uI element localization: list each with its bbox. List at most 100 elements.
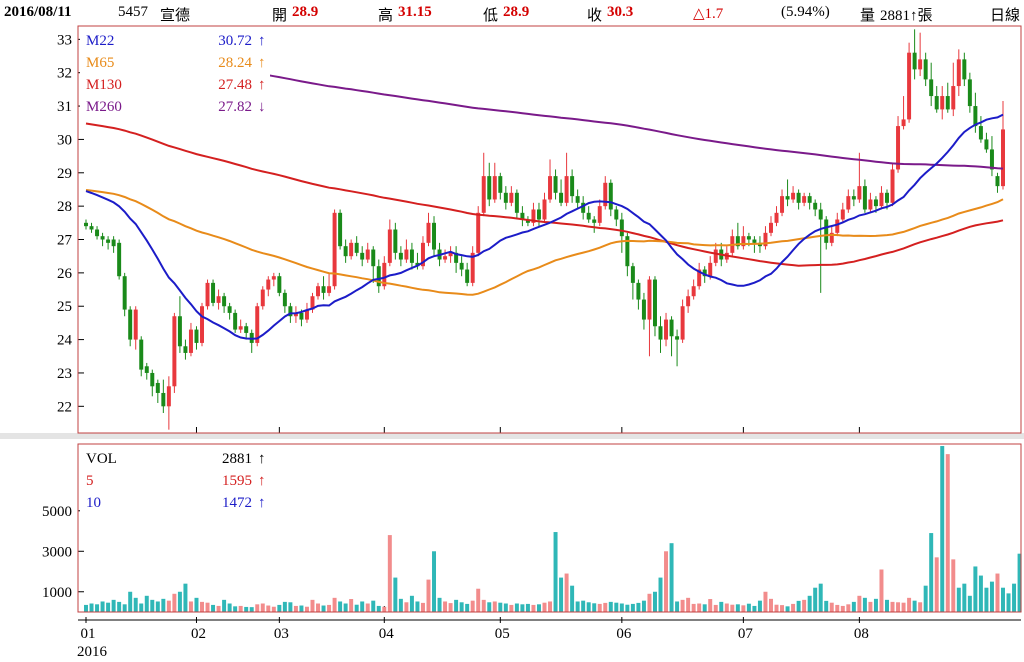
volume-bar bbox=[487, 602, 492, 612]
candle-body bbox=[531, 209, 536, 223]
volume-bar bbox=[349, 599, 354, 612]
candle-body bbox=[763, 232, 768, 247]
candle-body bbox=[354, 242, 359, 253]
candle-body bbox=[592, 219, 597, 223]
candle-body bbox=[84, 222, 88, 227]
low-value: 28.9 bbox=[503, 4, 530, 20]
legend-name: M130 bbox=[86, 77, 122, 93]
volume-bar bbox=[332, 597, 337, 612]
candle-body bbox=[907, 52, 912, 120]
volume-bar bbox=[824, 600, 829, 612]
volume-bar bbox=[376, 605, 381, 612]
volume-bar bbox=[857, 595, 862, 612]
candle-body bbox=[404, 249, 409, 260]
candle-body bbox=[780, 196, 785, 213]
volume-bar bbox=[719, 601, 724, 612]
candle-body bbox=[564, 176, 569, 203]
candle-body bbox=[321, 286, 326, 293]
volume-bar bbox=[697, 603, 702, 612]
volume-bar bbox=[846, 604, 851, 612]
volume-bar bbox=[166, 600, 171, 612]
volume-bar bbox=[84, 604, 88, 612]
volume-bar bbox=[851, 601, 856, 612]
candle-body bbox=[271, 276, 276, 280]
volume-bar bbox=[901, 602, 906, 612]
candle-body bbox=[962, 59, 967, 80]
price-ytick-label: 27 bbox=[57, 233, 73, 249]
price-ytick-label: 28 bbox=[57, 199, 72, 215]
volume-bar bbox=[139, 603, 144, 612]
volume-bar bbox=[575, 601, 580, 612]
candle-body bbox=[824, 219, 829, 243]
candle-body bbox=[349, 242, 354, 257]
volume-bar bbox=[564, 573, 569, 612]
candle-body bbox=[166, 386, 171, 407]
candle-body bbox=[967, 79, 972, 107]
volume-bar bbox=[448, 603, 453, 612]
volume-bar bbox=[984, 587, 989, 612]
volume-bar bbox=[233, 606, 238, 612]
volume-bar bbox=[465, 603, 470, 612]
volume-bar bbox=[216, 605, 221, 612]
candle-body bbox=[912, 52, 917, 70]
volume-bar bbox=[724, 603, 729, 612]
volume-bar bbox=[603, 602, 608, 612]
price-ytick-label: 32 bbox=[57, 66, 72, 82]
candle-body bbox=[741, 236, 746, 247]
volume-ytick-label: 5000 bbox=[42, 504, 72, 520]
candle-body bbox=[879, 192, 884, 207]
candle-body bbox=[829, 232, 834, 243]
volume-bar bbox=[155, 601, 160, 612]
volume-legend: VOL 2881 ↑ 5 1595 ↑ 10 1472 ↑ bbox=[80, 447, 270, 517]
candle-body bbox=[459, 262, 464, 270]
candle-body bbox=[575, 196, 580, 203]
volume-bar bbox=[951, 559, 956, 612]
volume-bar bbox=[923, 585, 928, 612]
price-ytick-label: 29 bbox=[57, 166, 72, 182]
candle-body bbox=[774, 212, 779, 223]
volume-bar bbox=[757, 600, 762, 612]
candle-body bbox=[945, 96, 950, 110]
candle-body bbox=[995, 176, 1000, 187]
candle-body bbox=[603, 182, 608, 207]
candle-body bbox=[183, 346, 188, 353]
volume-bar bbox=[211, 604, 216, 612]
candle-body bbox=[669, 319, 674, 337]
candle-body bbox=[106, 239, 111, 243]
volume-bar bbox=[592, 603, 597, 612]
volume-bar bbox=[570, 585, 575, 612]
volume-bar bbox=[967, 595, 972, 612]
candle-body bbox=[155, 382, 160, 393]
legend-arrow: ↑ bbox=[258, 473, 266, 489]
candle-body bbox=[520, 212, 525, 220]
volume-bar bbox=[1017, 553, 1022, 612]
volume-bar bbox=[862, 597, 867, 612]
candle-body bbox=[708, 262, 713, 277]
candle-body bbox=[625, 236, 630, 267]
candle-body bbox=[282, 292, 287, 307]
candle-body bbox=[713, 249, 718, 263]
legend-value: 1472 bbox=[222, 495, 252, 511]
volume-bar bbox=[956, 587, 961, 612]
candle-body bbox=[514, 192, 519, 213]
candle-body bbox=[973, 106, 978, 127]
candle-body bbox=[796, 192, 801, 203]
legend-arrow: ↑ bbox=[258, 55, 266, 71]
candle-body bbox=[470, 252, 475, 283]
x-tick-label: 07 bbox=[738, 626, 754, 642]
legend-background bbox=[80, 447, 270, 517]
volume-bar bbox=[918, 602, 923, 612]
volume-bar bbox=[432, 551, 437, 612]
volume-pane-frame bbox=[77, 443, 1022, 613]
candle-body bbox=[989, 149, 994, 170]
volume-bar bbox=[680, 599, 685, 612]
volume-bar bbox=[559, 577, 564, 612]
candle-body bbox=[752, 239, 757, 243]
candle-body bbox=[929, 79, 934, 97]
open-label: 開 bbox=[272, 8, 288, 24]
volume-bar bbox=[907, 597, 912, 612]
volume-bar bbox=[608, 601, 613, 612]
candle-body bbox=[686, 296, 691, 307]
volume-bar bbox=[1006, 593, 1011, 612]
candle-body bbox=[188, 329, 193, 353]
